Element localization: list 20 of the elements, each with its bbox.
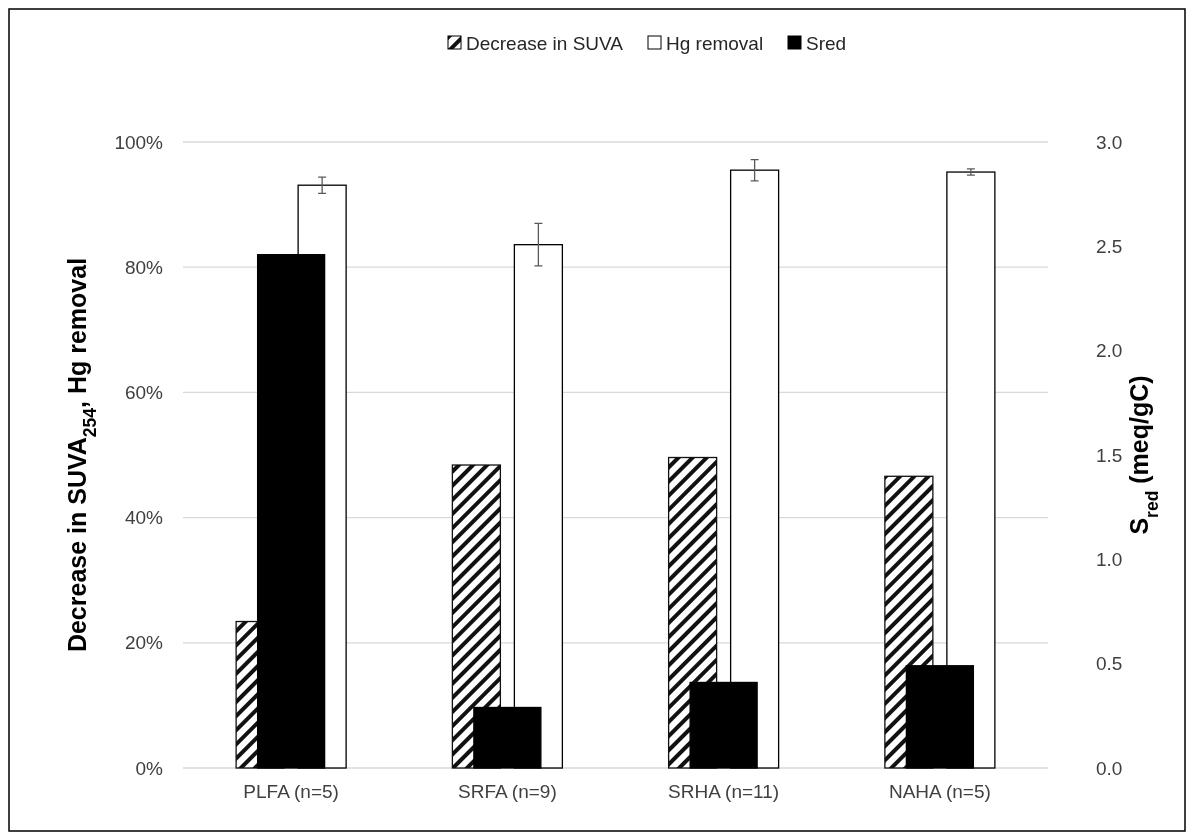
y2-tick-label: 1.5 bbox=[1096, 444, 1123, 466]
x-tick-label: SRFA (n=9) bbox=[458, 781, 557, 802]
y2-tick-label: 2.5 bbox=[1096, 235, 1123, 257]
y2-tick-label: 0.0 bbox=[1096, 757, 1123, 779]
y-tick-label: 20% bbox=[124, 632, 164, 654]
x-tick-label: PLFA (n=5) bbox=[243, 781, 339, 802]
y-tick-label: 40% bbox=[124, 507, 164, 529]
x-tick-label: NAHA (n=5) bbox=[888, 781, 991, 802]
y2-tick-label: 0.5 bbox=[1096, 653, 1123, 675]
legend-label: Hg removal bbox=[666, 32, 764, 54]
legend-label: Decrease in SUVA bbox=[466, 32, 624, 54]
legend-label: Sred bbox=[806, 32, 847, 54]
y2-tick-label: 2.0 bbox=[1096, 340, 1123, 362]
y-tick-label: 0% bbox=[135, 757, 164, 779]
y-tick-label: 100% bbox=[114, 131, 164, 153]
y-tick-label: 80% bbox=[124, 256, 164, 278]
x-tick-label: SRHA (n=11) bbox=[668, 781, 780, 802]
y-tick-label: 60% bbox=[124, 382, 164, 404]
y2-tick-label: 1.0 bbox=[1096, 548, 1123, 570]
y2-tick-label: 3.0 bbox=[1096, 131, 1123, 153]
